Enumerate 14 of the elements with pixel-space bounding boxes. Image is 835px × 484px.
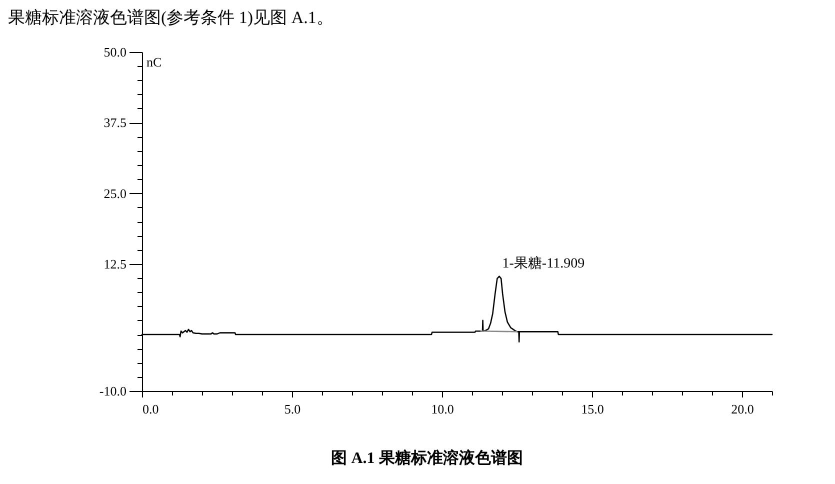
text: 果糖标准溶液色谱图(参考条件 1)见图 A.1。 xyxy=(8,8,334,27)
text: 图 A.1 果糖标准溶液色谱图 xyxy=(331,448,523,467)
y-tick-label: 50.0 xyxy=(104,44,126,60)
y-tick-label: -10.0 xyxy=(99,384,126,398)
y-tick-label: 37.5 xyxy=(104,115,126,130)
annotation: 1-果糖-11.909 xyxy=(502,255,585,272)
y-tick-label: 25.0 xyxy=(104,186,126,201)
x-tick-label: 10.0 xyxy=(431,402,454,416)
y-axis-title: nC xyxy=(146,54,162,70)
x-tick-label: 20.0 xyxy=(731,402,754,416)
y-tick-label: 12.5 xyxy=(104,256,126,272)
x-tick-label: 15.0 xyxy=(581,402,604,416)
x-tick-label: 0.0 xyxy=(142,402,159,416)
x-tick-label: 5.0 xyxy=(284,402,301,416)
